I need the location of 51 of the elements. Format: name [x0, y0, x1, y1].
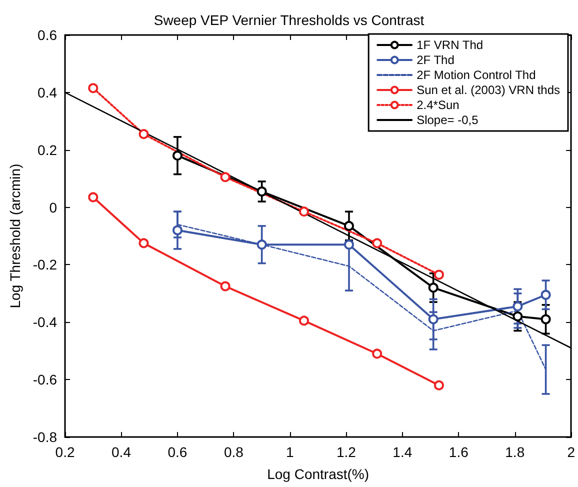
point	[372, 348, 382, 359]
x-tick-label: 1	[286, 444, 294, 460]
x-tick-label: 2	[567, 444, 576, 460]
point	[428, 314, 438, 324]
x-tick-label: 1.6	[448, 444, 469, 460]
legend-label: 2F Thd	[416, 53, 454, 67]
legend-label: 2.4*Sun	[416, 98, 460, 112]
point	[512, 301, 523, 312]
point	[344, 220, 354, 231]
point	[428, 282, 438, 293]
x-tick-label: 1.4	[392, 444, 412, 460]
point	[172, 225, 182, 236]
y-tick-label: -0.8	[32, 429, 58, 445]
x-tick-label: 1.2	[336, 444, 356, 460]
legend-label: Slope= -0,5	[416, 113, 479, 127]
y-tick-label: -0.2	[32, 256, 58, 273]
point	[138, 238, 149, 248]
point	[138, 129, 149, 140]
y-tick-label: 0.4	[38, 84, 58, 100]
x-axis-title: Log Contrast(%)	[267, 466, 370, 482]
y-tick-label: -0.4	[32, 314, 58, 330]
x-tick-label: 0.2	[55, 444, 75, 460]
legend-label: 1F VRN Thd	[416, 38, 484, 52]
y-tick-label: 0.6	[38, 27, 58, 43]
point	[372, 238, 382, 248]
point	[512, 311, 523, 322]
point	[256, 240, 267, 250]
x-tick-label: 0.8	[224, 444, 244, 460]
point	[220, 172, 230, 182]
chart-title: Sweep VEP Vernier Thresholds vs Contrast	[154, 12, 424, 28]
point	[88, 192, 98, 202]
x-tick-label: 0.6	[168, 444, 188, 460]
y-tick-label: -0.6	[32, 372, 58, 388]
point	[256, 186, 267, 196]
y-axis-title: Log Threshold (arcmin)	[7, 164, 23, 308]
y-tick-label: 0	[49, 199, 58, 216]
point	[540, 290, 551, 300]
point	[344, 240, 354, 250]
point	[434, 380, 444, 390]
x-tick-label: 1.8	[505, 444, 525, 460]
point	[220, 281, 230, 292]
point	[88, 83, 98, 94]
point	[540, 314, 551, 324]
y-tick-label: 0.2	[38, 142, 58, 158]
legend-label: 2F Motion Control Thd	[416, 68, 536, 82]
point	[172, 150, 182, 161]
point	[299, 206, 310, 217]
point	[434, 270, 444, 280]
point	[299, 316, 310, 326]
legend-label: Sun et al. (2003) VRN thds	[416, 83, 560, 97]
x-tick-label: 0.4	[112, 444, 132, 460]
